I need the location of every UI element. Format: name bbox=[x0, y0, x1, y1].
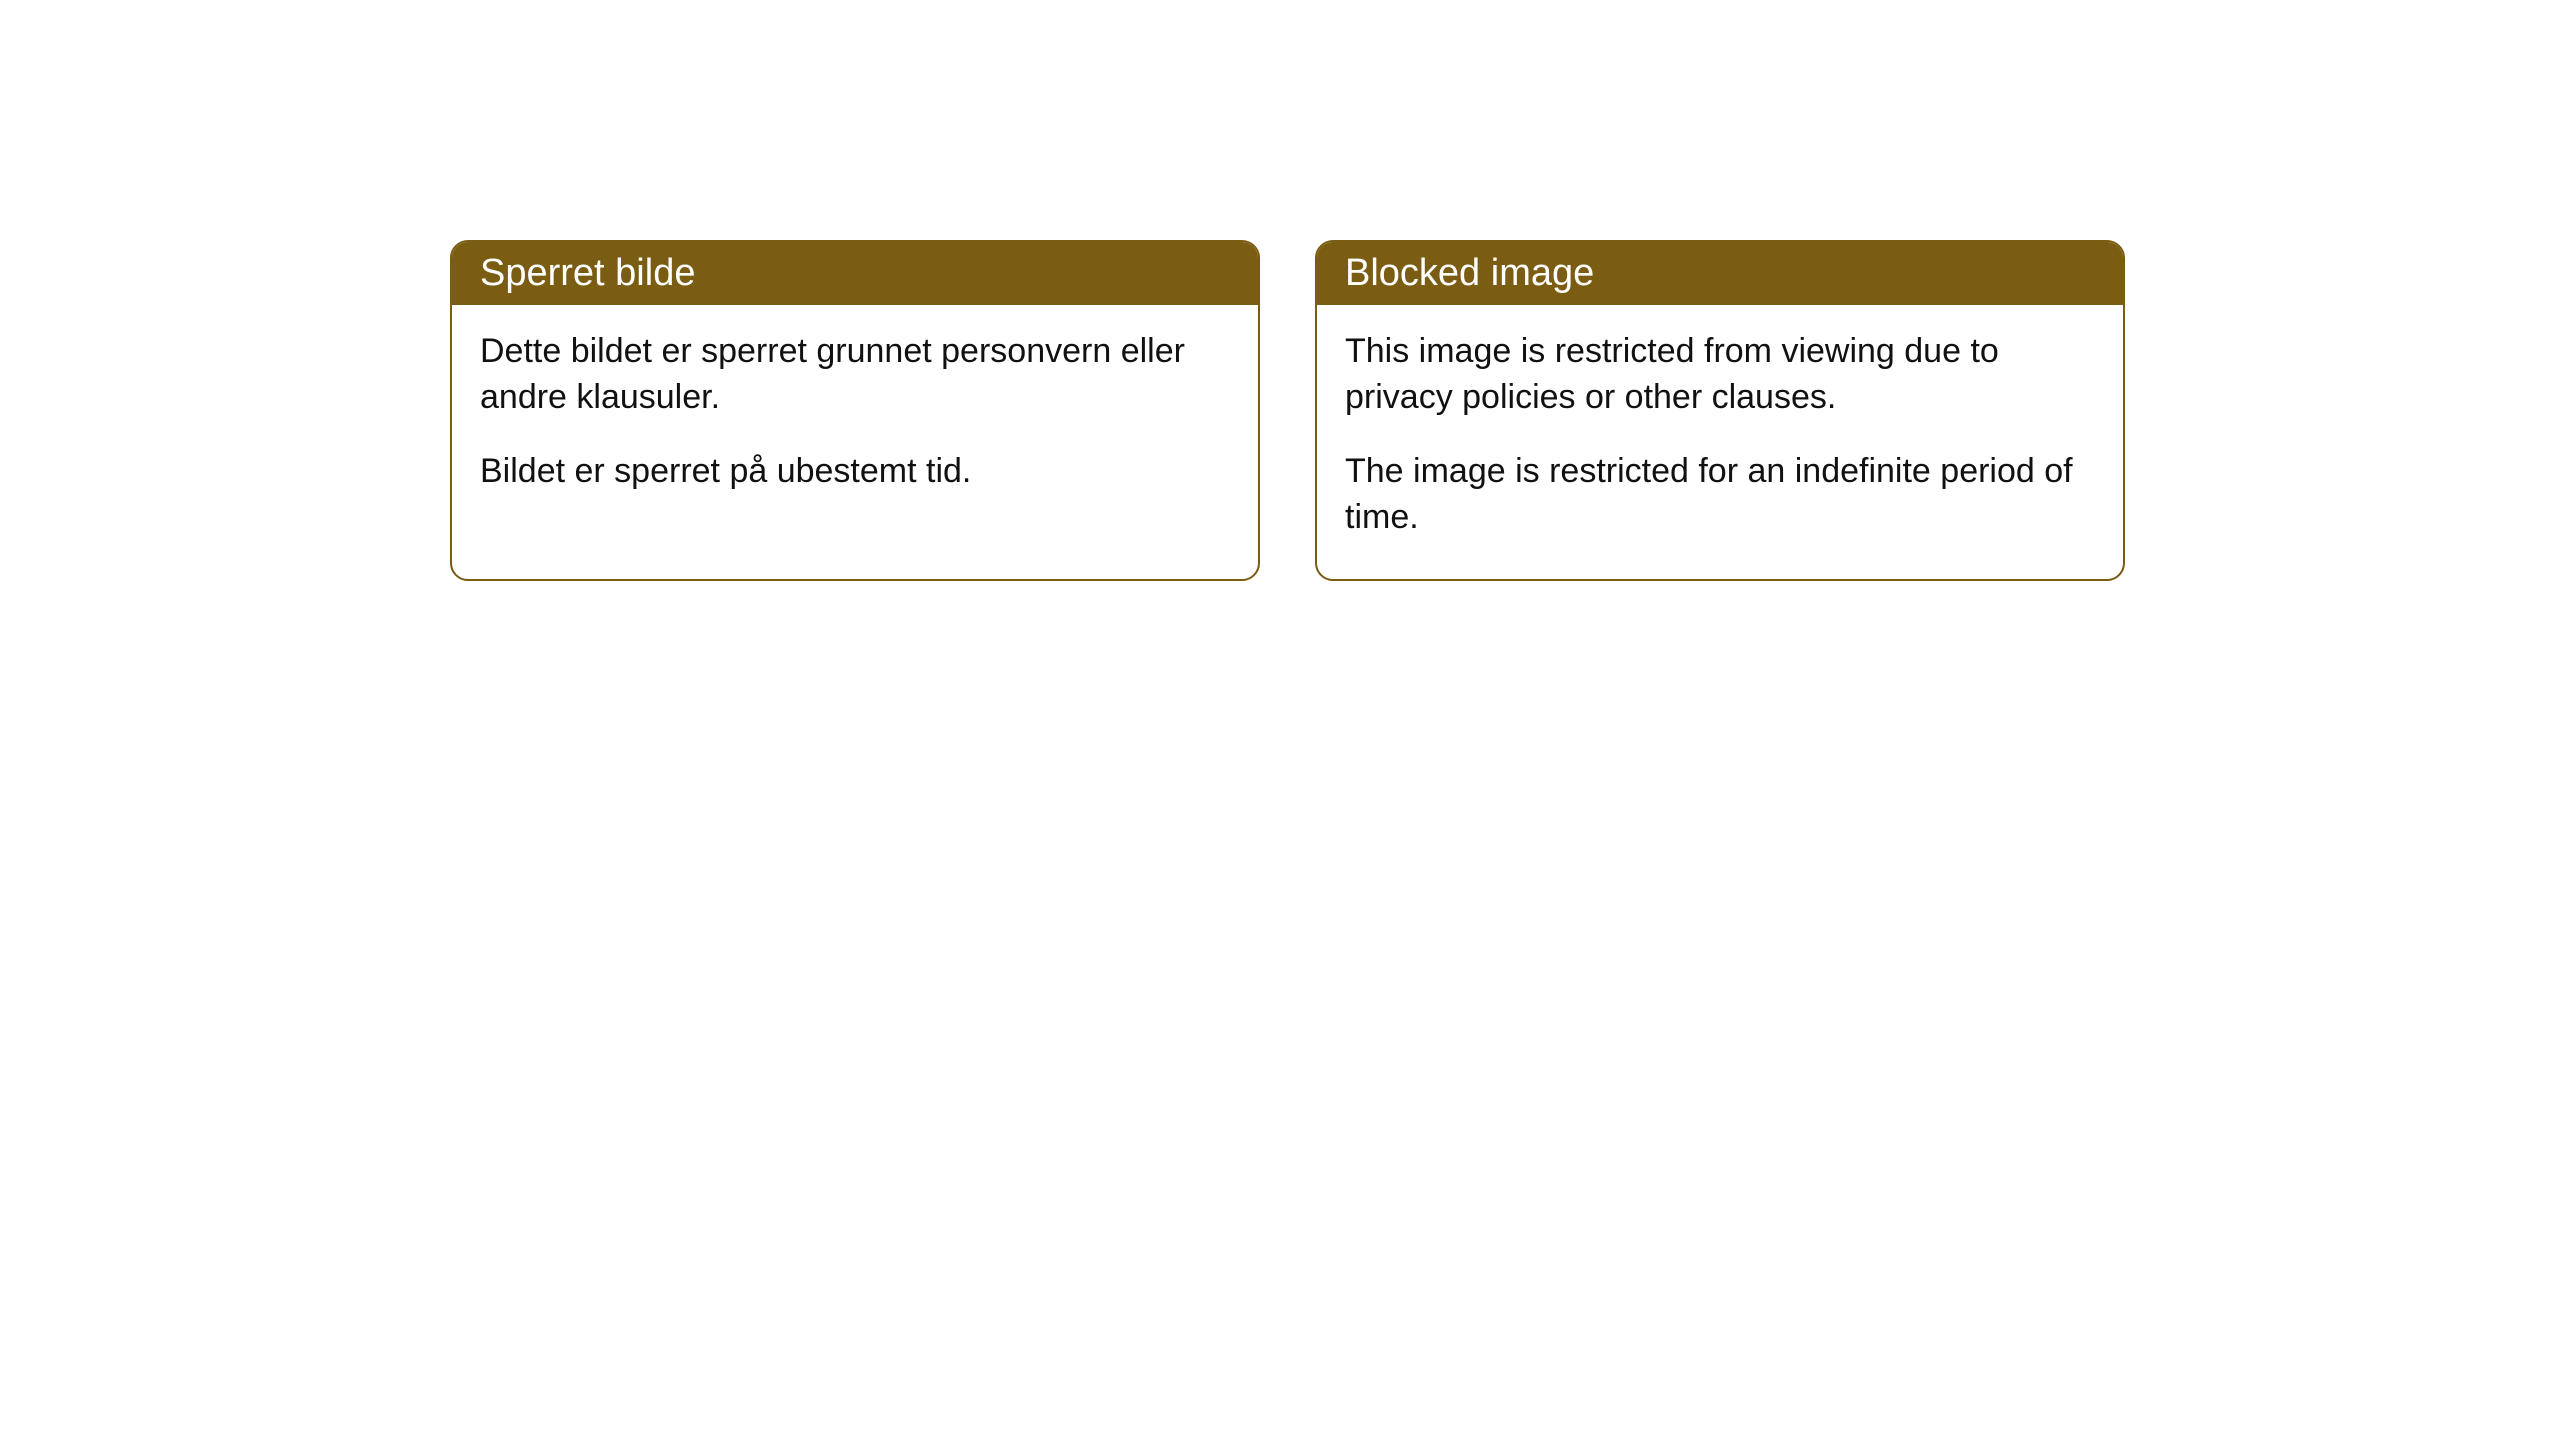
notice-card-english: Blocked image This image is restricted f… bbox=[1315, 240, 2125, 581]
card-paragraph: The image is restricted for an indefinit… bbox=[1345, 449, 2095, 541]
card-body-english: This image is restricted from viewing du… bbox=[1317, 305, 2123, 579]
card-paragraph: Dette bildet er sperret grunnet personve… bbox=[480, 329, 1230, 421]
notice-cards-container: Sperret bilde Dette bildet er sperret gr… bbox=[450, 240, 2125, 581]
card-title: Blocked image bbox=[1345, 252, 1594, 294]
card-header-english: Blocked image bbox=[1317, 242, 2123, 305]
notice-card-norwegian: Sperret bilde Dette bildet er sperret gr… bbox=[450, 240, 1260, 581]
card-header-norwegian: Sperret bilde bbox=[452, 242, 1258, 305]
card-body-norwegian: Dette bildet er sperret grunnet personve… bbox=[452, 305, 1258, 533]
card-paragraph: Bildet er sperret på ubestemt tid. bbox=[480, 449, 1230, 495]
card-title: Sperret bilde bbox=[480, 252, 695, 294]
card-paragraph: This image is restricted from viewing du… bbox=[1345, 329, 2095, 421]
